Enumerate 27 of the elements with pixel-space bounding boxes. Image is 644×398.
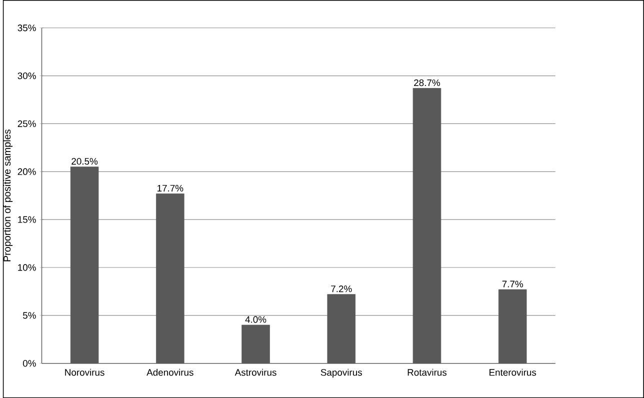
y-tick-label: 0% (22, 360, 36, 367)
data-label: 4.0% (245, 316, 266, 323)
y-tick-label: 20% (18, 168, 36, 175)
bar (156, 193, 184, 364)
x-tick-label: Norovirus (65, 368, 104, 376)
x-tick-label: Enterovirus (490, 368, 536, 376)
x-tick-label: Astrovirus (234, 368, 276, 376)
data-label: 28.7% (414, 79, 440, 86)
x-tick-label: Adenovirus (146, 368, 194, 376)
y-tick-label: 10% (18, 264, 36, 271)
y-tick-label: 15% (18, 216, 36, 223)
data-label: 7.2% (331, 285, 352, 292)
bar (327, 294, 356, 364)
data-label: 17.7% (158, 184, 184, 192)
bar (70, 166, 99, 364)
bar (242, 324, 270, 364)
y-tick-label: 35% (18, 24, 36, 32)
x-tick-label: Rotavirus (408, 368, 447, 376)
y-axis-title: Proportion of positive samples (3, 129, 13, 262)
bar (498, 289, 527, 364)
bar (412, 88, 442, 364)
data-label: 7.7% (502, 280, 523, 288)
y-tick-label: 25% (18, 120, 36, 127)
y-tick-label: 5% (22, 312, 36, 319)
y-tick-label: 30% (18, 72, 36, 80)
data-label: 20.5% (72, 158, 98, 165)
x-tick-label: Sapovirus (320, 368, 362, 378)
